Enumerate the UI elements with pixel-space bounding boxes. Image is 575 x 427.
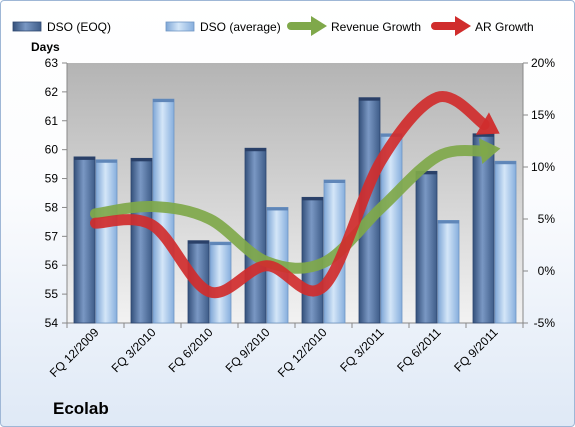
- bar-top-cap: [473, 133, 494, 137]
- legend-item-dso-eoq-: DSO (EOQ): [12, 20, 111, 34]
- x-tick-label: FQ 6/2010: [166, 325, 216, 375]
- bar-top-cap: [438, 220, 459, 224]
- x-tick-label: FQ 6/2011: [394, 325, 444, 375]
- x-tick-label: FQ 12/2009: [47, 325, 102, 380]
- x-tick-label: FQ 9/2011: [451, 325, 501, 375]
- bar-dso-eoq: [415, 170, 438, 324]
- bar-top-cap: [359, 97, 380, 101]
- y-axis-title: Days: [31, 40, 60, 54]
- x-tick-label: FQ 12/2010: [275, 325, 330, 380]
- bar-top-cap: [324, 180, 345, 183]
- legend-swatch-dso-average-: [165, 21, 195, 32]
- y-tick-label: 56: [45, 258, 59, 272]
- y-tick-label: 60: [45, 143, 59, 157]
- bar-top-cap: [188, 240, 209, 244]
- bar-top-cap: [131, 158, 152, 162]
- y-tick-label: 63: [45, 56, 59, 70]
- y-tick-label: 57: [45, 229, 59, 243]
- bar-top-cap: [267, 207, 288, 211]
- y-tick-label: 55: [45, 287, 59, 301]
- legend-label-ar-growth: AR Growth: [475, 20, 534, 34]
- y2-tick-label: 0%: [538, 264, 556, 278]
- bar-dso-eoq: [73, 156, 96, 324]
- legend-arrowhead-revenue-growth: [311, 16, 327, 36]
- legend-swatch-dso-eoq-: [12, 21, 42, 32]
- bar-dso-eoq: [130, 157, 153, 324]
- y2-tick-label: 20%: [531, 56, 555, 70]
- y2-tick-label: 15%: [531, 108, 555, 122]
- bar-top-cap: [74, 156, 95, 160]
- y-tick-label: 58: [45, 200, 59, 214]
- legend-item-dso-average-: DSO (average): [165, 20, 281, 34]
- company-label: Ecolab: [53, 399, 109, 418]
- bar-top-cap: [96, 159, 117, 163]
- bar-top-cap: [495, 161, 516, 165]
- y2-tick-label: -5%: [534, 316, 556, 330]
- bar-top-cap: [210, 242, 231, 246]
- y-tick-label: 54: [45, 316, 59, 330]
- bar-dso-average: [95, 159, 118, 324]
- x-tick-label: FQ 3/2011: [337, 325, 387, 375]
- bar-dso-eoq: [244, 147, 267, 324]
- x-tick-label: FQ 9/2010: [223, 325, 273, 375]
- bar-top-cap: [302, 197, 323, 201]
- legend-item-ar-growth: AR Growth: [431, 16, 534, 36]
- bar-top-cap: [153, 99, 174, 103]
- y2-tick-label: 10%: [531, 160, 555, 174]
- arrowhead-revenue-growth: [478, 138, 501, 164]
- bar-dso-average: [494, 160, 517, 324]
- y2-tick-label: 5%: [538, 212, 556, 226]
- legend-arrowhead-ar-growth: [455, 16, 471, 36]
- legend-label-revenue-growth: Revenue Growth: [331, 20, 421, 34]
- bar-top-cap: [245, 148, 266, 152]
- y-tick-label: 62: [45, 85, 59, 99]
- y-tick-label: 59: [45, 172, 59, 186]
- legend-item-revenue-growth: Revenue Growth: [287, 16, 421, 36]
- legend-label-dso-average-: DSO (average): [200, 20, 281, 34]
- bar-dso-average: [437, 220, 460, 324]
- line-ar-growth: [90, 91, 490, 299]
- bar-top-cap: [416, 171, 437, 175]
- x-tick-label: FQ 3/2010: [109, 325, 159, 375]
- legend-label-dso-eoq-: DSO (EOQ): [47, 20, 111, 34]
- arrowhead-ar-growth: [475, 112, 500, 135]
- y-tick-label: 61: [45, 114, 59, 128]
- line-revenue-growth: [90, 144, 489, 274]
